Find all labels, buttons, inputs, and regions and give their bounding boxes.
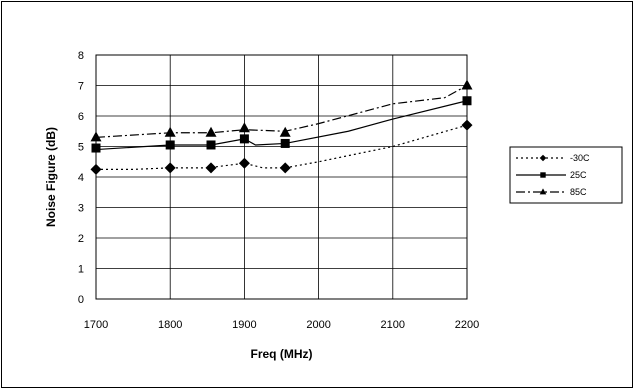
x-tick-label: 1900 — [232, 319, 256, 331]
square-marker — [280, 138, 290, 148]
diamond-marker — [205, 162, 217, 174]
y-tick-label: 8 — [78, 50, 84, 62]
square-marker — [91, 143, 101, 153]
tick-labels: 0 1 2 3 4 5 6 7 8 1700 1800 1900 2000 2100 2200 — [78, 50, 479, 331]
triangle-marker — [90, 131, 102, 142]
x-tick-label: 1700 — [84, 319, 108, 331]
y-tick-label: 2 — [78, 233, 84, 245]
series-line — [95, 100, 468, 151]
triangle-marker — [164, 126, 176, 137]
triangle-marker — [205, 126, 217, 137]
series-line — [96, 124, 468, 170]
gridlines — [95, 54, 468, 300]
series--30C — [90, 119, 473, 175]
y-tick-label: 3 — [78, 203, 84, 215]
y-tick-label: 6 — [78, 111, 84, 123]
series-25C — [91, 96, 472, 153]
legend: -30C 25C 85C — [509, 146, 623, 204]
y-tick-label: 5 — [78, 142, 84, 154]
triangle-marker — [461, 79, 473, 90]
square-marker — [206, 140, 216, 150]
diamond-marker — [238, 157, 250, 169]
x-tick-label: 2200 — [455, 319, 479, 331]
y-axis-title: Noise Figure (dB) — [44, 127, 58, 227]
y-tick-label: 1 — [78, 264, 84, 276]
diamond-marker — [164, 162, 176, 174]
square-marker — [239, 134, 249, 144]
series-85C — [90, 79, 473, 142]
legend-label: 25C — [570, 170, 587, 180]
triangle-marker — [279, 126, 291, 137]
triangle-marker — [238, 122, 250, 133]
x-tick-label: 1800 — [158, 319, 182, 331]
diamond-marker — [90, 163, 102, 175]
x-tick-label: 2000 — [306, 319, 330, 331]
diamond-marker — [461, 119, 473, 131]
legend-square-marker — [540, 172, 546, 178]
y-tick-label: 0 — [78, 294, 84, 306]
diamond-marker — [279, 162, 291, 174]
legend-label: 85C — [570, 187, 587, 197]
legend-triangle-marker — [539, 188, 547, 195]
plot-area — [95, 54, 468, 300]
legend-label: -30C — [570, 153, 590, 163]
x-axis-title: Freq (MHz) — [251, 347, 313, 361]
series-line — [95, 84, 468, 138]
y-tick-label: 4 — [78, 172, 84, 184]
square-marker — [462, 96, 472, 106]
square-marker — [165, 140, 175, 150]
x-tick-label: 2100 — [381, 319, 405, 331]
y-tick-label: 7 — [78, 81, 84, 93]
series-layer — [90, 79, 473, 175]
